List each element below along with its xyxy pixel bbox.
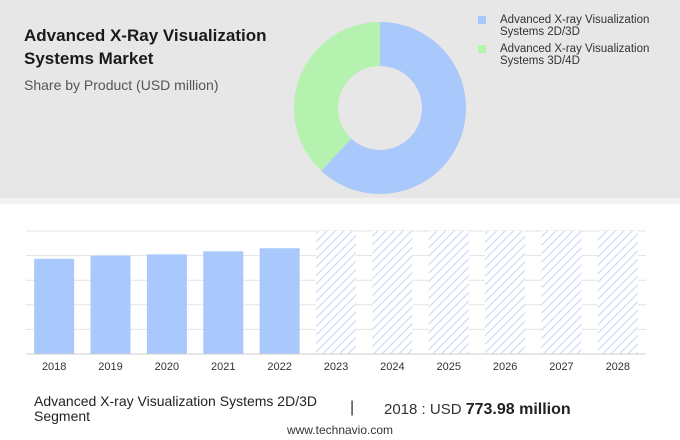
- segment-value-amount: 773.98 million: [465, 401, 571, 418]
- x-tick-label-2022: 2022: [267, 361, 291, 373]
- legend: Advanced X-ray Visualization Systems 2D/…: [478, 14, 668, 72]
- website-link[interactable]: www.technavio.com: [286, 423, 394, 437]
- legend-swatch-2d3d: [478, 16, 486, 24]
- forecast-bar-2025: [428, 231, 469, 354]
- page-subtitle: Share by Product (USD million): [24, 77, 219, 93]
- donut-chart: [294, 22, 466, 194]
- bar-2021: [203, 251, 244, 354]
- segment-label: Advanced X-ray Visualization Systems 2D/…: [34, 393, 317, 424]
- x-tick-label-2026: 2026: [493, 361, 517, 373]
- bar-2020: [146, 254, 187, 354]
- bar-2019: [90, 255, 131, 354]
- x-tick-label-2027: 2027: [549, 361, 573, 373]
- legend-item-2d3d: Advanced X-ray Visualization Systems 2D/…: [478, 14, 668, 38]
- forecast-bar-2026: [485, 231, 526, 354]
- forecast-bar-2028: [597, 231, 638, 354]
- donut-slice-0: [321, 22, 466, 194]
- segment-value: 2018 : USD 773.98 million: [384, 401, 571, 419]
- footer-separator: |: [350, 399, 355, 416]
- divider-band: [0, 198, 680, 204]
- forecast-bar-2024: [372, 231, 413, 354]
- x-tick-label-2028: 2028: [606, 361, 630, 373]
- legend-label-3d4d: Advanced X-ray Visualization Systems 3D/…: [500, 43, 650, 67]
- x-tick-label-2020: 2020: [155, 361, 179, 373]
- forecast-bar-2023: [316, 231, 356, 354]
- bar-2022: [259, 248, 300, 354]
- page-title: Advanced X-Ray Visualization Systems Mar…: [24, 26, 267, 68]
- bar-2018: [34, 258, 75, 354]
- legend-swatch-3d4d: [478, 45, 486, 53]
- x-tick-label-2021: 2021: [211, 361, 235, 373]
- x-tick-label-2025: 2025: [436, 361, 460, 373]
- x-tick-label-2018: 2018: [42, 361, 66, 373]
- x-tick-label-2024: 2024: [380, 361, 404, 373]
- segment-value-prefix: 2018 : USD: [384, 401, 462, 418]
- x-tick-label-2023: 2023: [324, 361, 348, 373]
- legend-label-2d3d: Advanced X-ray Visualization Systems 2D/…: [500, 14, 650, 38]
- donut-slice-1: [294, 22, 380, 171]
- bar-chart: 2018 2019 2020 2021 2022 2023 2024 2025 2026 2027…: [26, 230, 646, 373]
- x-tick-label-2019: 2019: [98, 361, 122, 373]
- forecast-bar-2027: [541, 231, 582, 354]
- legend-item-3d4d: Advanced X-ray Visualization Systems 3D/…: [478, 43, 668, 67]
